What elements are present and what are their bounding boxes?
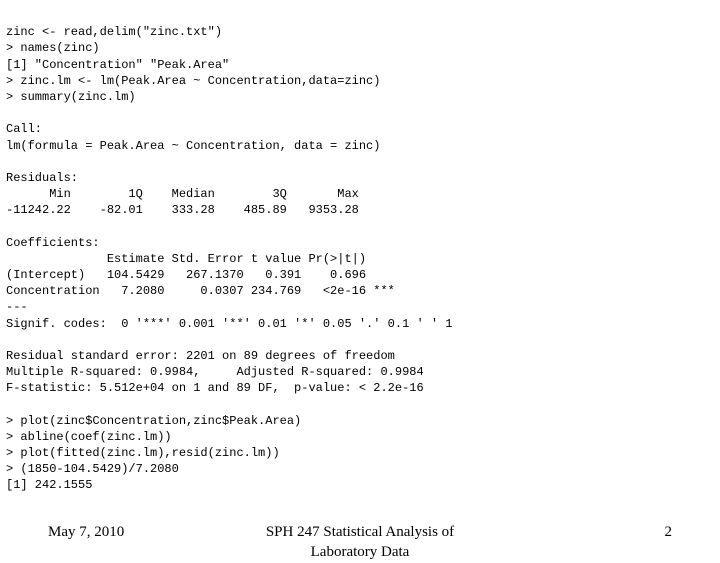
code-line: > plot(zinc$Concentration,zinc$Peak.Area… xyxy=(6,414,301,428)
footer-title-line: SPH 247 Statistical Analysis of xyxy=(266,524,454,540)
code-line: Call: xyxy=(6,122,42,136)
code-line: > abline(coef(zinc.lm)) xyxy=(6,430,172,444)
code-line: --- xyxy=(6,300,28,314)
code-line: > zinc.lm <- lm(Peak.Area ~ Concentratio… xyxy=(6,74,380,88)
code-line: lm(formula = Peak.Area ~ Concentration, … xyxy=(6,139,380,153)
r-output-block: zinc <- read,delim("zinc.txt") > names(z… xyxy=(0,0,720,494)
code-line: > (1850-104.5429)/7.2080 xyxy=(6,462,179,476)
code-line: Estimate Std. Error t value Pr(>|t|) xyxy=(6,252,366,266)
code-line: zinc <- read,delim("zinc.txt") xyxy=(6,25,222,39)
code-line: > plot(fitted(zinc.lm),resid(zinc.lm)) xyxy=(6,446,280,460)
footer-page-number: 2 xyxy=(665,522,673,542)
code-line: Min 1Q Median 3Q Max xyxy=(6,187,359,201)
code-line: Residual standard error: 2201 on 89 degr… xyxy=(6,349,395,363)
code-line: (Intercept) 104.5429 267.1370 0.391 0.69… xyxy=(6,268,366,282)
code-line: [1] "Concentration" "Peak.Area" xyxy=(6,58,229,72)
code-line: [1] 242.1555 xyxy=(6,478,92,492)
code-line: Residuals: xyxy=(6,171,78,185)
code-line: Concentration 7.2080 0.0307 234.769 <2e-… xyxy=(6,284,395,298)
footer-title: SPH 247 Statistical Analysis of Laborato… xyxy=(0,522,720,563)
code-line: > names(zinc) xyxy=(6,41,100,55)
code-line: > summary(zinc.lm) xyxy=(6,90,136,104)
footer-title-line: Laboratory Data xyxy=(311,544,410,560)
code-line: F-statistic: 5.512e+04 on 1 and 89 DF, p… xyxy=(6,381,424,395)
code-line: -11242.22 -82.01 333.28 485.89 9353.28 xyxy=(6,203,359,217)
code-line: Multiple R-squared: 0.9984, Adjusted R-s… xyxy=(6,365,424,379)
code-line: Signif. codes: 0 '***' 0.001 '**' 0.01 '… xyxy=(6,317,452,331)
code-line: Coefficients: xyxy=(6,236,100,250)
